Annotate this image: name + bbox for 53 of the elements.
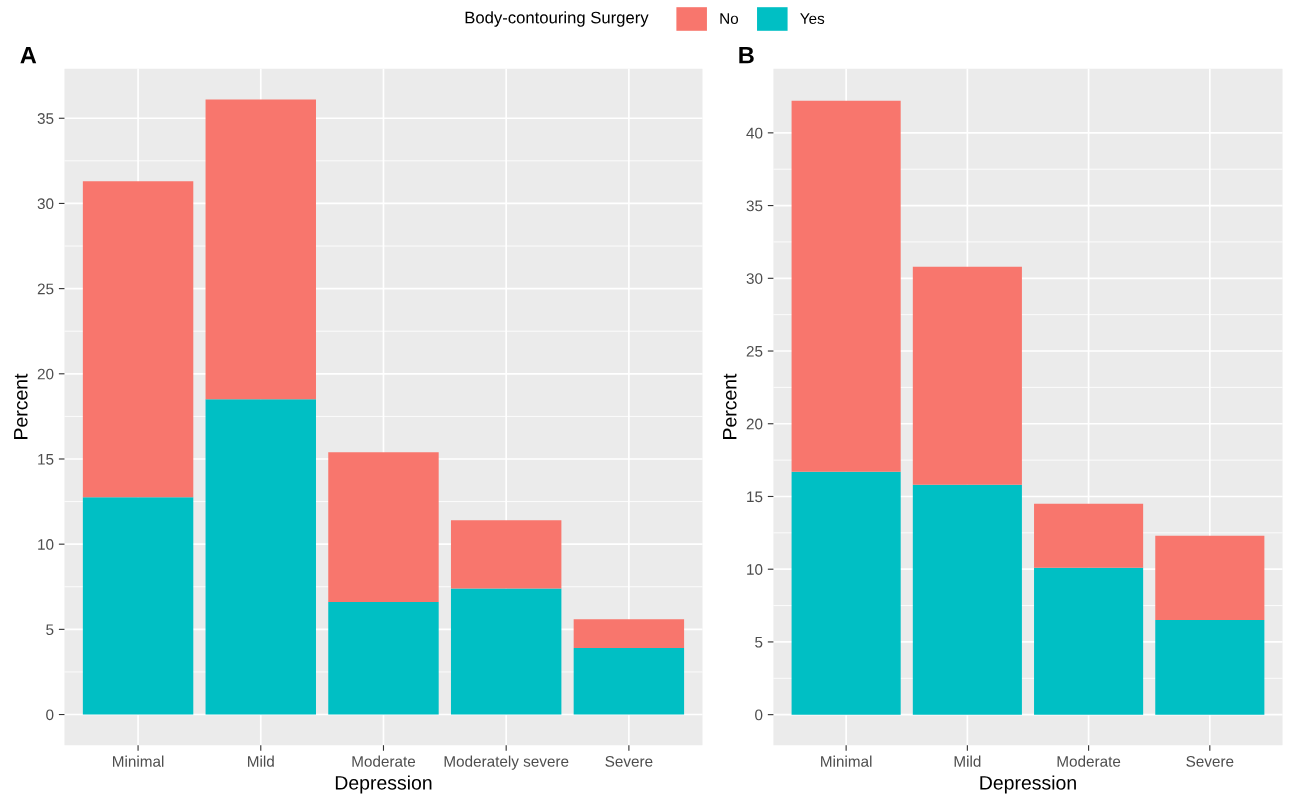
bar — [1034, 567, 1144, 715]
bar — [82, 497, 194, 715]
x-axis-title: Depression — [980, 775, 1076, 794]
y-tick-label: 35 — [746, 200, 763, 212]
bar — [328, 602, 439, 715]
x-tick-label: Mild — [248, 755, 274, 767]
y-tick-label: 10 — [38, 539, 54, 550]
y-tick-label: 5 — [46, 624, 54, 636]
chart-title: B — [739, 47, 754, 64]
x-tick-label: Mild — [954, 755, 981, 767]
bar — [791, 100, 901, 472]
x-tick-label: Severe — [1186, 756, 1234, 767]
bar — [205, 399, 316, 715]
x-tick-label: Severe — [605, 756, 653, 767]
y-tick-label: 0 — [755, 709, 763, 721]
legend-label: Yes — [800, 13, 825, 24]
y-tick-label: 20 — [37, 368, 54, 380]
chart-title: A — [20, 47, 37, 64]
x-tick-label: Minimal — [113, 755, 164, 767]
bar — [328, 452, 439, 603]
y-tick-label: 15 — [747, 491, 763, 503]
x-tick-label: Minimal — [821, 755, 872, 767]
bar — [573, 648, 685, 715]
legend-title: Body-contouring Surgery — [465, 11, 649, 27]
x-axis-title: Depression — [335, 775, 432, 794]
y-axis-title: Percent — [723, 373, 737, 439]
x-tick-label: Moderate — [1057, 755, 1121, 767]
bar — [573, 619, 685, 649]
y-tick-label: 30 — [746, 273, 763, 284]
x-tick-label: Moderately severe — [444, 755, 569, 770]
bar — [791, 471, 901, 715]
bar — [450, 520, 562, 589]
y-tick-label: 0 — [46, 709, 54, 721]
y-axis-title: Percent — [14, 373, 28, 439]
bar — [912, 266, 1022, 485]
y-tick-label: 15 — [38, 454, 54, 465]
x-tick-label: Moderate — [352, 755, 416, 767]
y-tick-label: 40 — [746, 127, 763, 139]
y-tick-label: 25 — [746, 345, 763, 357]
bar — [1155, 535, 1265, 621]
bar — [912, 484, 1022, 715]
bar — [1155, 620, 1265, 715]
y-tick-label: 20 — [746, 418, 763, 430]
bar — [82, 181, 194, 498]
legend-label: No — [720, 13, 739, 24]
bar — [205, 99, 316, 400]
y-tick-label: 30 — [37, 198, 54, 210]
y-tick-label: 35 — [37, 113, 54, 124]
bar — [450, 588, 562, 715]
y-tick-label: 10 — [747, 564, 763, 575]
y-tick-label: 5 — [755, 636, 763, 648]
y-tick-label: 25 — [37, 283, 54, 295]
bar — [1034, 503, 1144, 568]
